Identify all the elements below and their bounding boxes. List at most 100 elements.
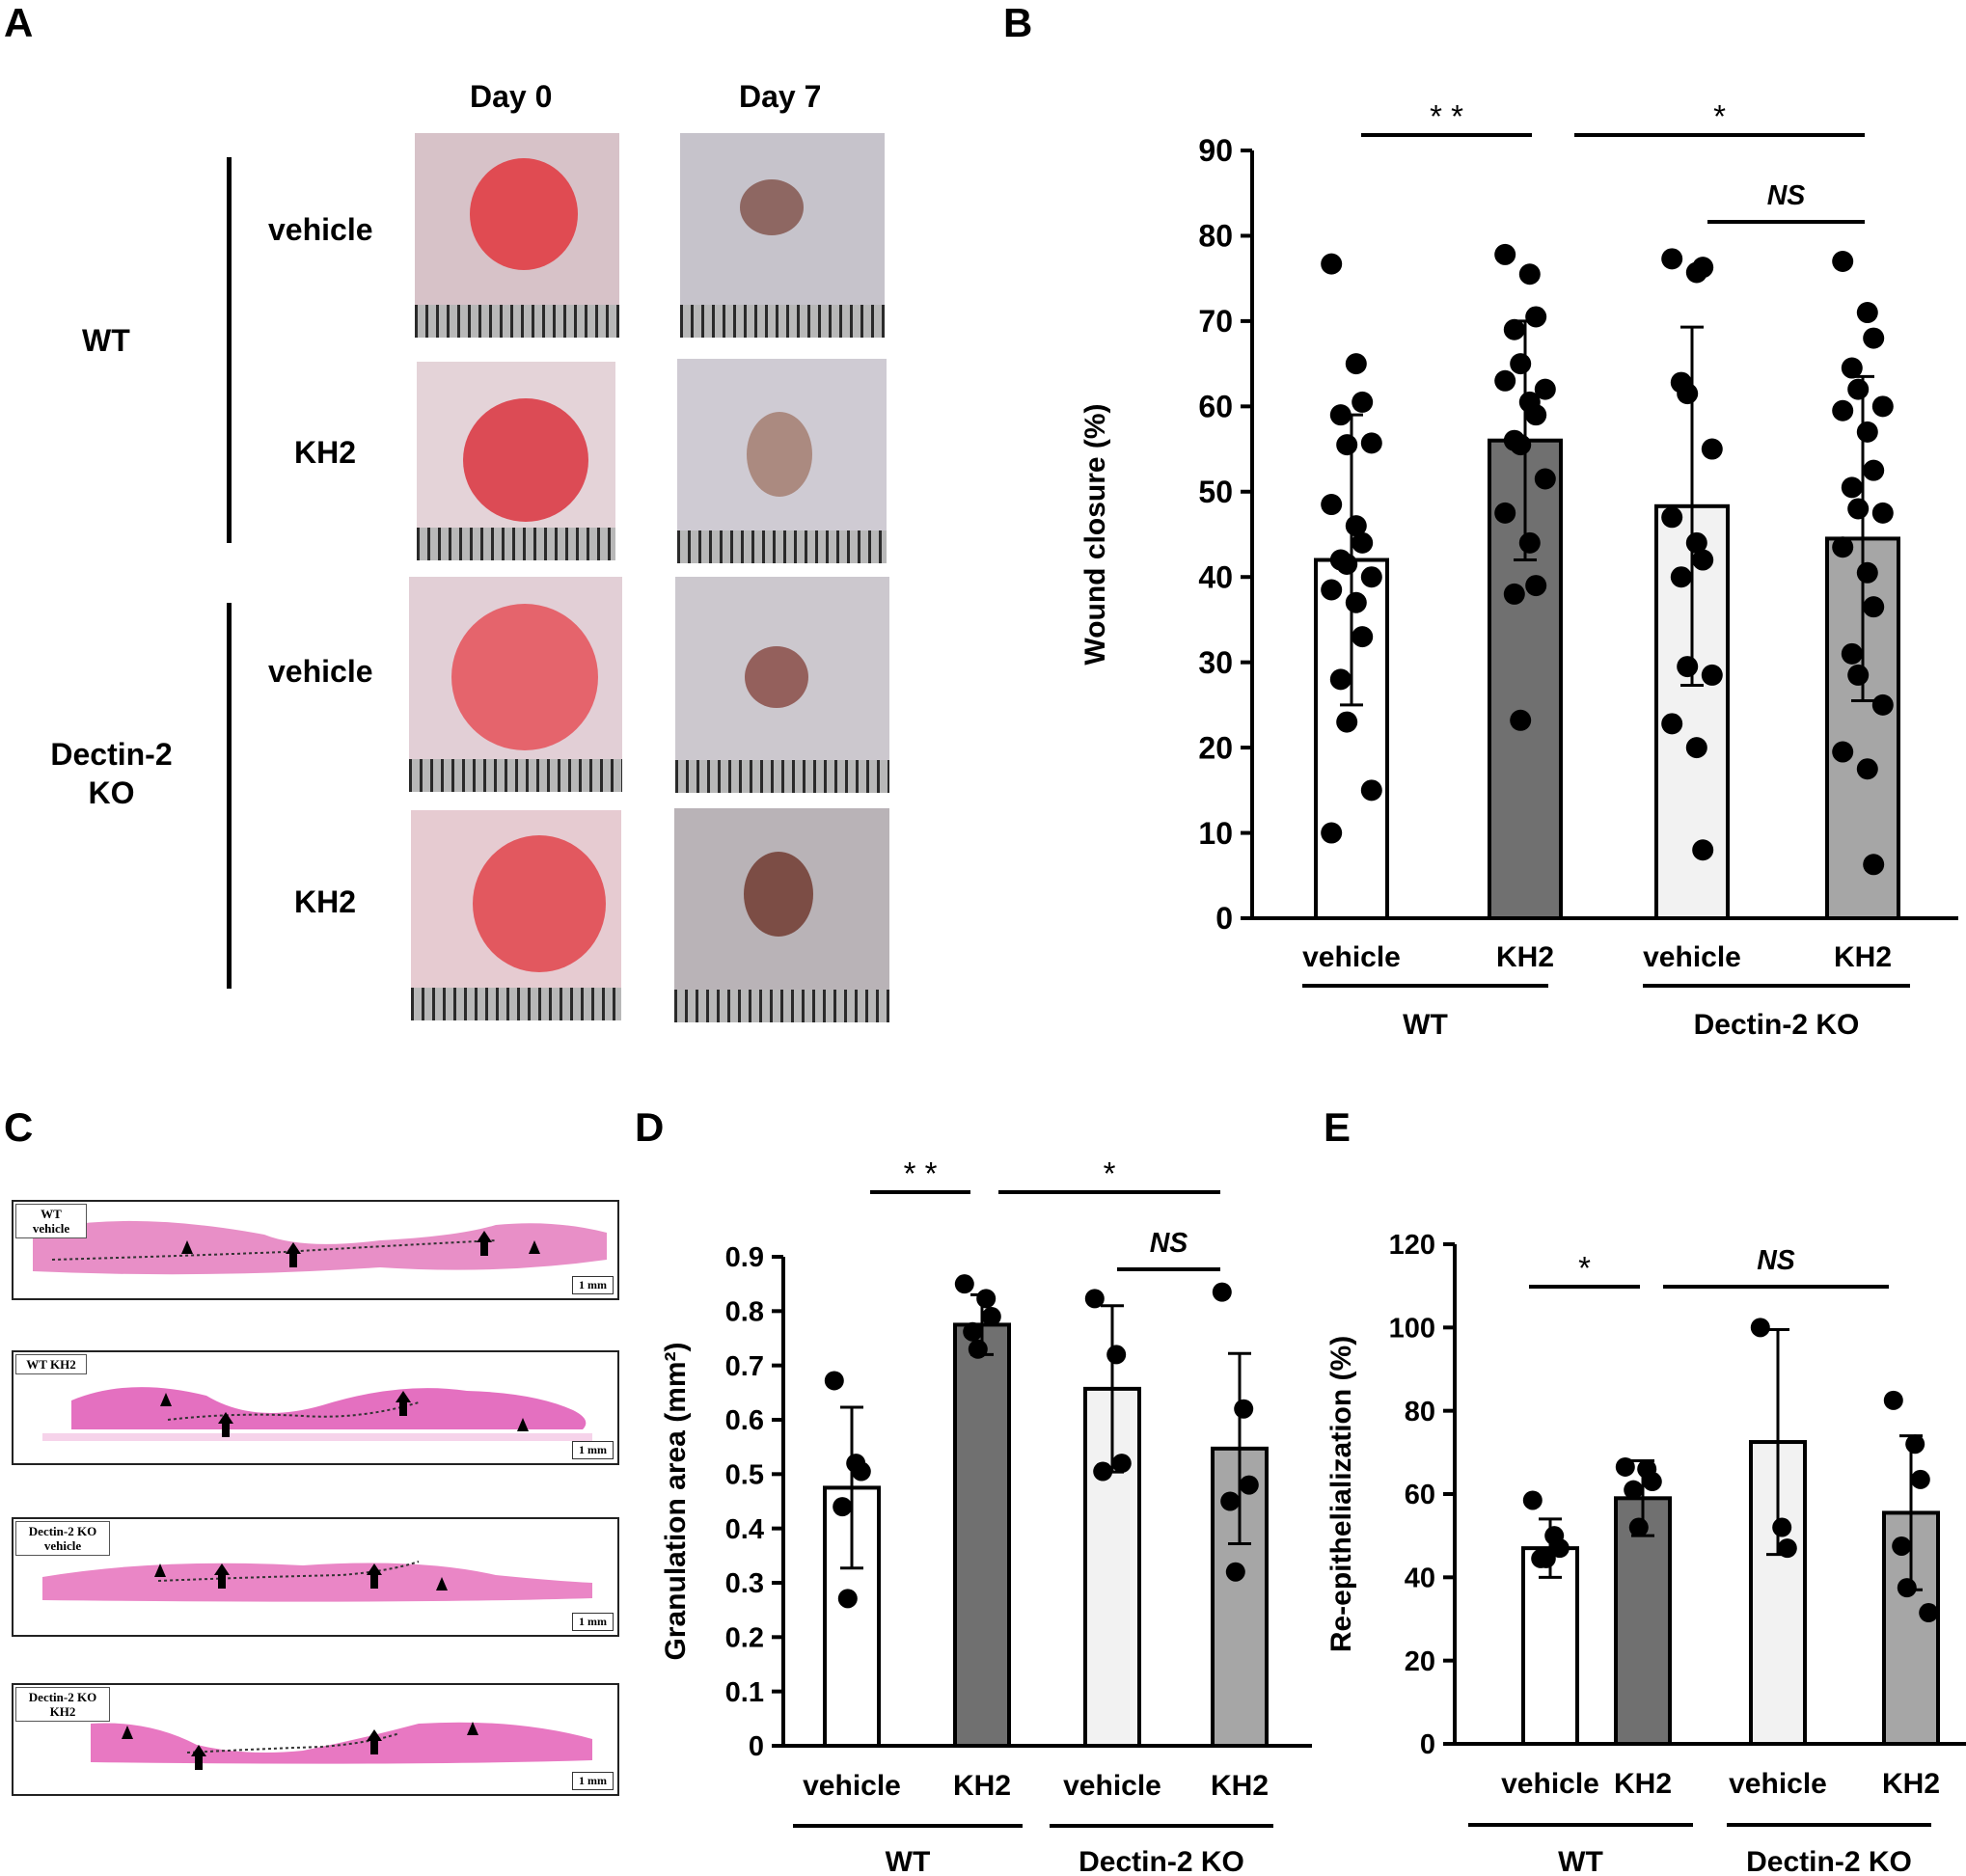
significance-label: NS xyxy=(1757,1245,1795,1276)
data-point xyxy=(1321,253,1343,275)
y-tick-label: 80 xyxy=(1405,1397,1435,1427)
x-category-label: KH2 xyxy=(1614,1768,1672,1800)
row-label-ko-vehicle: vehicle xyxy=(268,654,373,689)
y-tick-label: 0.4 xyxy=(725,1514,764,1545)
data-point xyxy=(1750,1318,1770,1338)
y-tick-label: 0.2 xyxy=(725,1622,764,1653)
data-point xyxy=(1106,1345,1127,1365)
ruler xyxy=(415,305,619,338)
data-point xyxy=(1534,378,1556,400)
data-point xyxy=(1832,536,1854,558)
significance-label: * xyxy=(1104,1156,1116,1191)
chart-granulation-area: 0 0.1 0.2 0.3 0.4 0.5 0.6 0.7 0.8 0.9 Granulation … xyxy=(660,1156,1312,1876)
data-point xyxy=(1701,438,1723,460)
panel-letter-d: D xyxy=(635,1104,665,1150)
y-tick-label: 20 xyxy=(1198,730,1233,765)
col-header-day7: Day 7 xyxy=(739,79,822,114)
y-tick-label: 120 xyxy=(1389,1230,1435,1261)
data-point xyxy=(981,1306,1001,1326)
data-point xyxy=(1841,642,1863,665)
y-tick-label: 60 xyxy=(1198,390,1233,424)
data-point xyxy=(1494,502,1516,524)
data-point xyxy=(1549,1538,1570,1559)
data-point xyxy=(1772,1517,1792,1537)
data-point xyxy=(1336,434,1358,456)
group-label: Dectin-2 KO xyxy=(1079,1846,1244,1876)
wound-area xyxy=(745,646,808,708)
section-label: WT KH2 xyxy=(15,1354,87,1374)
data-point xyxy=(1321,579,1343,601)
data-point xyxy=(1905,1434,1925,1455)
data-point xyxy=(954,1274,974,1294)
y-tick-label: 80 xyxy=(1198,219,1233,254)
data-point xyxy=(1510,434,1532,456)
panel-letter-e: E xyxy=(1324,1104,1352,1150)
section-label: Dectin-2 KO KH2 xyxy=(15,1687,110,1722)
data-point xyxy=(1212,1282,1232,1302)
data-point xyxy=(1777,1538,1797,1559)
y-tick-label: 70 xyxy=(1198,304,1233,339)
data-point xyxy=(968,1339,988,1359)
group-label: WT xyxy=(886,1846,931,1876)
data-point xyxy=(1832,741,1854,763)
data-point xyxy=(1321,494,1343,516)
data-point xyxy=(1329,668,1352,691)
data-point xyxy=(1220,1491,1241,1511)
y-tick-label: 100 xyxy=(1389,1313,1435,1344)
data-point xyxy=(1345,353,1367,375)
wound-area xyxy=(463,398,588,522)
wound-photo-wt-kh2-day0 xyxy=(417,362,615,560)
chart-wound-closure: 0 10 20 30 40 50 60 70 80 90 Wound closure (%) vehi… xyxy=(1079,98,1958,1041)
bar xyxy=(953,1322,1011,1749)
data-point xyxy=(837,1589,858,1609)
data-point xyxy=(1321,822,1343,844)
data-point xyxy=(1518,263,1541,285)
ruler xyxy=(680,305,885,338)
y-tick-label: 60 xyxy=(1405,1480,1435,1510)
section-label: Dectin-2 KO vehicle xyxy=(15,1521,110,1556)
data-point xyxy=(1360,779,1382,802)
data-point xyxy=(1856,302,1878,324)
data-point xyxy=(1856,561,1878,584)
significance-label: * xyxy=(1713,98,1726,134)
tissue-section xyxy=(33,1220,607,1275)
wound-area xyxy=(744,852,813,937)
data-point xyxy=(1863,854,1885,876)
tissue-section xyxy=(91,1722,592,1770)
data-point xyxy=(1692,257,1714,279)
data-point xyxy=(1534,468,1556,490)
data-point xyxy=(1677,383,1699,405)
y-tick-label: 20 xyxy=(1405,1646,1435,1677)
data-point xyxy=(1494,369,1516,392)
data-point xyxy=(1628,1517,1649,1537)
data-point xyxy=(1919,1603,1939,1623)
col-header-day0: Day 0 xyxy=(470,79,553,114)
y-axis-label: Wound closure (%) xyxy=(1079,403,1111,665)
data-point xyxy=(1503,583,1525,605)
data-point xyxy=(1871,395,1894,418)
data-point xyxy=(1692,549,1714,571)
data-point xyxy=(976,1289,997,1309)
y-tick-label: 0.8 xyxy=(725,1296,764,1327)
significance-label: NS xyxy=(1150,1228,1188,1259)
row-label-ko-kh2: KH2 xyxy=(294,884,357,919)
y-tick-label: 10 xyxy=(1198,816,1233,851)
data-point xyxy=(1847,498,1870,520)
data-point xyxy=(1847,378,1870,400)
data-point xyxy=(1661,248,1683,270)
data-point xyxy=(1239,1475,1259,1495)
wound-photo-wt-vehicle-day7 xyxy=(680,133,885,338)
data-point xyxy=(1345,591,1367,613)
data-point xyxy=(1624,1480,1644,1500)
data-point xyxy=(1352,391,1374,413)
group-label-wt: WT xyxy=(82,323,130,358)
y-tick-label: 0.5 xyxy=(725,1459,764,1490)
histology-section-wt-kh2: WT KH2 1 mm xyxy=(12,1350,619,1465)
data-point xyxy=(1336,711,1358,733)
scale-bar: 1 mm xyxy=(572,1772,614,1790)
data-point xyxy=(963,1321,983,1342)
panel-letter-c: C xyxy=(4,1104,34,1150)
data-point xyxy=(1522,1490,1543,1510)
tissue-section xyxy=(42,1387,592,1441)
data-point xyxy=(1856,758,1878,780)
